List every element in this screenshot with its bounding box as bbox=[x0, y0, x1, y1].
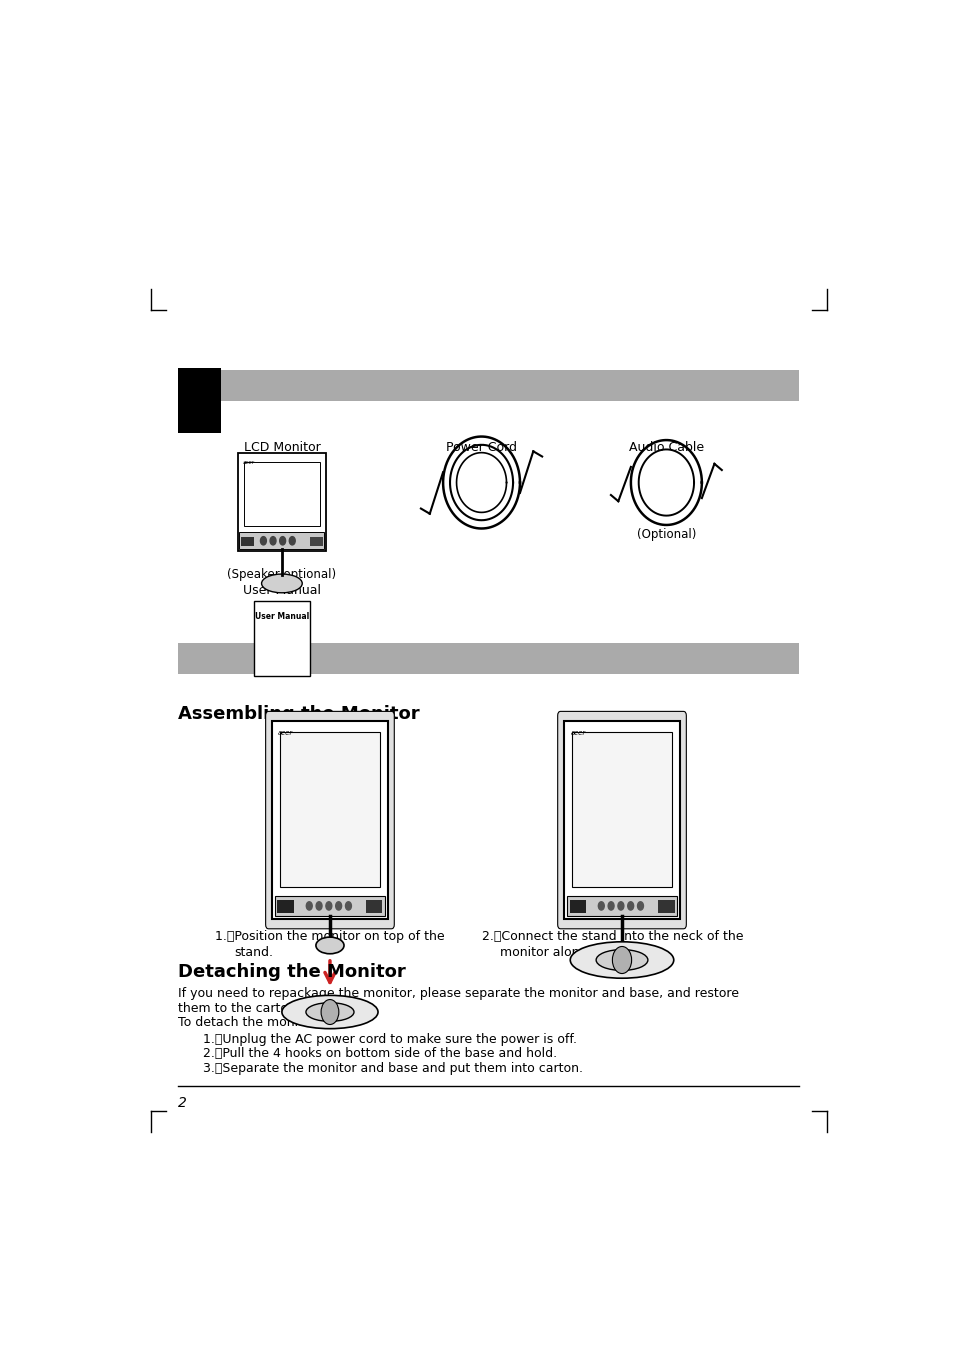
Text: 1.	Position the monitor on top of the: 1. Position the monitor on top of the bbox=[215, 929, 444, 943]
Text: User Manual: User Manual bbox=[254, 612, 309, 620]
Circle shape bbox=[289, 536, 294, 544]
Circle shape bbox=[598, 901, 603, 911]
Circle shape bbox=[637, 901, 642, 911]
FancyBboxPatch shape bbox=[558, 712, 685, 928]
Text: acer: acer bbox=[278, 730, 294, 736]
Text: English: English bbox=[195, 385, 204, 416]
Circle shape bbox=[607, 901, 614, 911]
Text: Audio Cable: Audio Cable bbox=[628, 440, 703, 454]
Text: LCD Monitor: LCD Monitor bbox=[243, 440, 320, 454]
Circle shape bbox=[315, 901, 322, 911]
Text: 2.	Connect the stand into the neck of the: 2. Connect the stand into the neck of th… bbox=[481, 929, 742, 943]
Bar bbox=[277, 900, 294, 913]
Text: Installation instructions: Installation instructions bbox=[347, 648, 630, 669]
FancyBboxPatch shape bbox=[237, 454, 326, 551]
Circle shape bbox=[321, 1000, 338, 1024]
Circle shape bbox=[306, 901, 312, 911]
Text: (Speaker optional): (Speaker optional) bbox=[227, 567, 336, 581]
Ellipse shape bbox=[281, 996, 377, 1028]
Bar bbox=[310, 536, 323, 546]
Text: (Optional): (Optional) bbox=[636, 528, 696, 542]
Bar bbox=[244, 462, 319, 526]
Circle shape bbox=[326, 901, 332, 911]
Bar bbox=[658, 900, 674, 913]
Text: 3.	Separate the monitor and base and put them into carton.: 3. Separate the monitor and base and put… bbox=[203, 1062, 582, 1075]
Circle shape bbox=[345, 901, 351, 911]
Text: 2.	Pull the 4 hooks on bottom side of the base and hold.: 2. Pull the 4 hooks on bottom side of th… bbox=[203, 1047, 557, 1061]
FancyBboxPatch shape bbox=[178, 643, 799, 674]
Text: If you need to repackage the monitor, please separate the monitor and base, and : If you need to repackage the monitor, pl… bbox=[178, 988, 739, 1000]
Text: Detaching the Monitor: Detaching the Monitor bbox=[178, 963, 406, 981]
Text: Package contents: Package contents bbox=[407, 376, 613, 396]
Bar bbox=[274, 896, 385, 916]
FancyBboxPatch shape bbox=[178, 367, 221, 432]
Circle shape bbox=[279, 536, 285, 544]
Bar bbox=[569, 900, 585, 913]
Bar bbox=[240, 536, 253, 546]
Bar bbox=[566, 896, 677, 916]
Bar bbox=[280, 732, 379, 888]
Text: To detach the monitor:: To detach the monitor: bbox=[178, 1016, 320, 1029]
Bar bbox=[366, 900, 382, 913]
Ellipse shape bbox=[570, 942, 673, 978]
Text: them to the carton.: them to the carton. bbox=[178, 1001, 300, 1015]
Circle shape bbox=[612, 947, 631, 974]
Text: Assembling the Monitor: Assembling the Monitor bbox=[178, 705, 419, 723]
Circle shape bbox=[260, 536, 266, 544]
Circle shape bbox=[618, 901, 623, 911]
FancyBboxPatch shape bbox=[265, 712, 394, 928]
Ellipse shape bbox=[596, 950, 647, 970]
Bar bbox=[239, 532, 324, 549]
Text: acer: acer bbox=[242, 459, 254, 465]
Ellipse shape bbox=[315, 938, 344, 954]
FancyBboxPatch shape bbox=[221, 370, 799, 401]
FancyBboxPatch shape bbox=[564, 720, 679, 920]
Text: 2: 2 bbox=[178, 1096, 187, 1111]
Text: Power Cord: Power Cord bbox=[446, 440, 517, 454]
Circle shape bbox=[270, 536, 275, 544]
Text: 1.	Unplug the AC power cord to make sure the power is off.: 1. Unplug the AC power cord to make sure… bbox=[203, 1032, 577, 1046]
FancyBboxPatch shape bbox=[272, 720, 387, 920]
Text: acer: acer bbox=[570, 730, 585, 736]
Text: User Manual: User Manual bbox=[243, 585, 320, 597]
Circle shape bbox=[335, 901, 341, 911]
Text: stand.: stand. bbox=[233, 947, 273, 959]
FancyBboxPatch shape bbox=[253, 601, 310, 676]
Circle shape bbox=[627, 901, 633, 911]
Text: monitor along the track.: monitor along the track. bbox=[499, 947, 651, 959]
Ellipse shape bbox=[261, 574, 302, 593]
Bar bbox=[572, 732, 671, 888]
Ellipse shape bbox=[306, 1002, 354, 1021]
